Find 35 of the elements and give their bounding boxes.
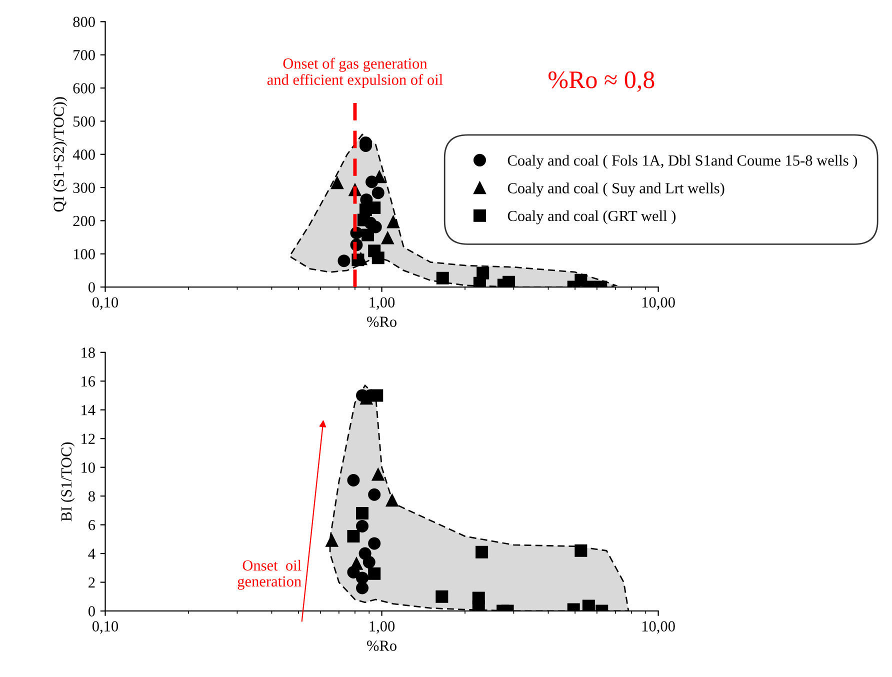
x-tick-label: 1,00 [370,621,395,634]
y-tick-label: 2 [88,577,95,588]
ref-line-label: Onset of gas generation and efficient expulsion of oil [267,58,443,88]
y-tick-label: 14 [82,405,96,416]
y-axis-title: BI (S1/TOC) [60,442,75,522]
x-axis-title: %Ro [367,316,396,327]
legend-label: Coaly and coal ( Fols 1A, Dbl S1and Coume 15-8 wells ) [508,154,858,169]
y-axis-title: QI (S1+S2)/TOC)) [53,97,68,212]
x-tick-label: 10,00 [642,297,675,310]
y-tick-label: 800 [73,16,95,28]
x-tick-label: 0,10 [92,621,118,634]
x-axis-title: %Ro [367,640,396,651]
y-tick-label: 300 [73,182,95,193]
y-tick-label: 18 [82,348,95,358]
y-tick-label: 600 [73,83,95,94]
annotation: Onset oil generation [238,560,302,590]
y-tick-label: 100 [74,249,95,260]
annotation: %Ro ≈ 0,8 [548,71,654,92]
y-tick-label: 10 [82,462,95,473]
x-tick-label: 0,10 [92,297,118,310]
x-tick-label: 1,00 [370,297,395,310]
y-tick-label: 12 [82,434,95,444]
y-tick-label: 200 [73,216,95,226]
legend-label: Coaly and coal (GRT well ) [508,210,676,224]
y-tick-label: 400 [72,149,95,160]
legend-label: Coaly and coal ( Suy and Lrt wells) [508,182,724,197]
y-tick-label: 16 [82,376,96,387]
y-tick-label: 0 [88,606,95,616]
y-tick-label: 700 [74,50,95,60]
y-tick-label: 8 [88,491,95,502]
y-tick-label: 500 [74,116,95,127]
x-tick-label: 10,00 [642,621,675,634]
y-tick-label: 6 [88,520,96,530]
y-tick-label: 0 [88,282,95,292]
y-tick-label: 4 [88,548,96,559]
